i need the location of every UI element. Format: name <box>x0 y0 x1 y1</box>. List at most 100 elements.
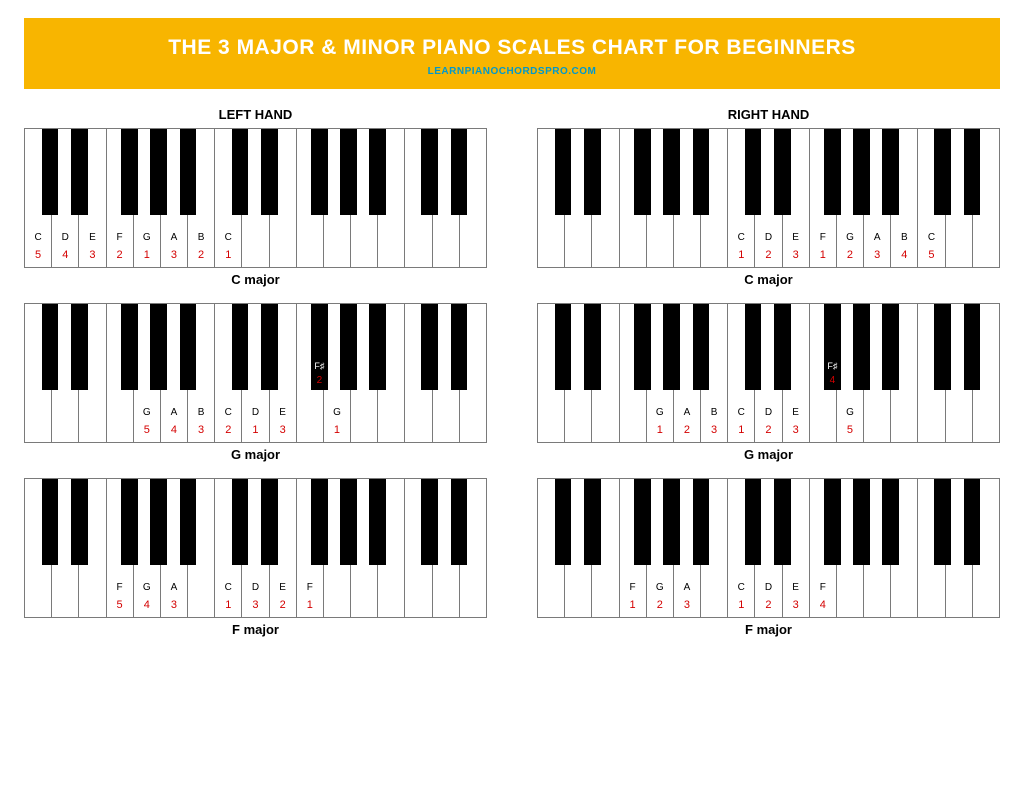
white-key <box>351 129 378 267</box>
finger-number: 1 <box>225 599 231 611</box>
note-label: A <box>171 232 178 243</box>
finger-number: 3 <box>280 424 286 436</box>
white-key: F2 <box>107 129 134 267</box>
white-key: G1 <box>647 304 674 442</box>
white-key <box>378 129 405 267</box>
white-key: A3 <box>674 479 701 617</box>
finger-number: 3 <box>252 599 258 611</box>
note-label: B <box>901 232 908 243</box>
white-key <box>188 479 215 617</box>
finger-number: 3 <box>198 424 204 436</box>
white-key: D4 <box>52 129 79 267</box>
keyboard: C5D4E3F2G1A3B2C1 <box>24 128 487 268</box>
white-key: F1 <box>810 129 837 267</box>
white-key: A3 <box>161 479 188 617</box>
finger-number: 3 <box>874 249 880 261</box>
scale-block: F5G4A3C1D3E2F1F major <box>24 478 487 637</box>
white-key: E3 <box>79 129 106 267</box>
white-key: D3 <box>242 479 269 617</box>
finger-number: 2 <box>280 599 286 611</box>
note-label: F <box>630 582 636 593</box>
finger-number: 5 <box>928 249 934 261</box>
note-label: C <box>225 232 232 243</box>
note-label: A <box>171 582 178 593</box>
note-label: C <box>225 407 232 418</box>
white-key <box>351 479 378 617</box>
white-key <box>297 304 324 442</box>
white-key <box>460 129 486 267</box>
white-key: C1 <box>728 479 755 617</box>
white-key <box>810 304 837 442</box>
white-key: G4 <box>134 479 161 617</box>
finger-number: 1 <box>630 599 636 611</box>
white-key <box>378 304 405 442</box>
white-key: G5 <box>837 304 864 442</box>
finger-number: 3 <box>711 424 717 436</box>
white-key: C5 <box>25 129 52 267</box>
white-key <box>25 479 52 617</box>
white-key <box>620 129 647 267</box>
scale-name: F major <box>24 622 487 637</box>
white-key <box>242 129 269 267</box>
white-key: C1 <box>215 479 242 617</box>
white-key <box>433 129 460 267</box>
finger-number: 5 <box>35 249 41 261</box>
scale-name: G major <box>537 447 1000 462</box>
white-key: C1 <box>728 304 755 442</box>
white-key <box>405 129 432 267</box>
finger-number: 2 <box>657 599 663 611</box>
columns: LEFT HAND C5D4E3F2G1A3B2C1C majorG5A4B3C… <box>24 107 1000 653</box>
white-key: F4 <box>810 479 837 617</box>
white-key <box>460 479 486 617</box>
note-label: D <box>252 582 259 593</box>
white-key <box>592 304 619 442</box>
note-label: G <box>846 407 854 418</box>
finger-number: 2 <box>847 249 853 261</box>
white-key: D2 <box>755 129 782 267</box>
white-key <box>324 129 351 267</box>
white-key: G5 <box>134 304 161 442</box>
finger-number: 1 <box>738 424 744 436</box>
note-label: G <box>143 232 151 243</box>
finger-number: 3 <box>793 424 799 436</box>
finger-number: 3 <box>171 249 177 261</box>
finger-number: 5 <box>117 599 123 611</box>
note-label: G <box>143 407 151 418</box>
note-label: A <box>684 407 691 418</box>
page-title: THE 3 MAJOR & MINOR PIANO SCALES CHART F… <box>34 36 990 60</box>
white-key: G2 <box>647 479 674 617</box>
white-key: G1 <box>324 304 351 442</box>
finger-number: 3 <box>793 599 799 611</box>
white-key <box>891 304 918 442</box>
white-key <box>647 129 674 267</box>
white-key <box>864 304 891 442</box>
white-key <box>565 479 592 617</box>
note-label: A <box>171 407 178 418</box>
white-key <box>405 304 432 442</box>
white-key <box>592 479 619 617</box>
note-label: D <box>252 407 259 418</box>
white-key: F5 <box>107 479 134 617</box>
note-label: G <box>333 407 341 418</box>
white-key: C2 <box>215 304 242 442</box>
white-key: E3 <box>783 304 810 442</box>
finger-number: 4 <box>62 249 68 261</box>
white-key <box>565 129 592 267</box>
note-label: E <box>792 582 799 593</box>
note-label: F <box>117 582 123 593</box>
white-key: G1 <box>134 129 161 267</box>
white-key: C5 <box>918 129 945 267</box>
finger-number: 1 <box>334 424 340 436</box>
finger-number: 3 <box>171 599 177 611</box>
white-key: A2 <box>674 304 701 442</box>
note-label: C <box>738 582 745 593</box>
note-label: F <box>820 582 826 593</box>
white-key <box>620 304 647 442</box>
note-label: G <box>656 582 664 593</box>
white-key <box>864 479 891 617</box>
white-key <box>405 479 432 617</box>
note-label: E <box>792 407 799 418</box>
finger-number: 1 <box>657 424 663 436</box>
finger-number: 1 <box>738 249 744 261</box>
white-key <box>946 304 973 442</box>
